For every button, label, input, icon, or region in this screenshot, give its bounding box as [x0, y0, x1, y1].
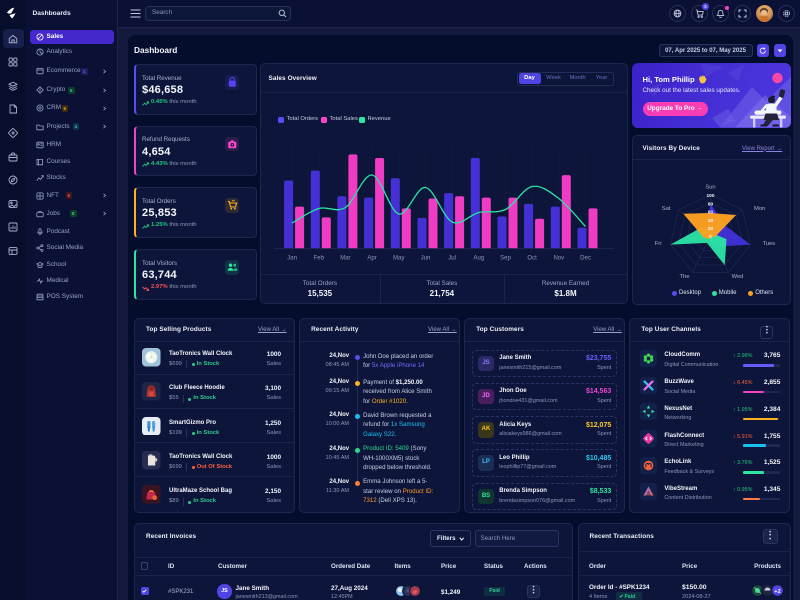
svg-text:40: 40: [707, 218, 713, 224]
svg-text:20: 20: [707, 226, 713, 232]
svg-text:Apr: Apr: [367, 256, 376, 262]
svg-text:Wed: Wed: [731, 274, 743, 280]
svg-text:100: 100: [706, 193, 714, 199]
svg-text:Oct: Oct: [527, 256, 537, 262]
svg-text:+2: +2: [774, 589, 780, 595]
svg-text:Mon: Mon: [754, 206, 765, 212]
svg-text:Sep: Sep: [500, 256, 511, 262]
svg-text:Mar: Mar: [340, 256, 350, 262]
svg-text:Fri: Fri: [654, 241, 661, 247]
svg-text:Feb: Feb: [313, 256, 324, 262]
svg-text:Sat: Sat: [661, 206, 670, 212]
svg-text:Jun: Jun: [420, 256, 430, 262]
svg-text:May: May: [393, 256, 404, 262]
svg-text:80: 80: [707, 201, 713, 207]
svg-text:Jan: Jan: [287, 256, 297, 262]
svg-text:Jul: Jul: [448, 256, 456, 262]
svg-text:0: 0: [709, 234, 712, 240]
svg-text:Nov: Nov: [553, 256, 564, 262]
svg-text:The: The: [679, 274, 689, 280]
svg-text:Sun: Sun: [705, 185, 715, 191]
svg-text:Tues: Tues: [762, 241, 775, 247]
svg-text:60: 60: [707, 210, 713, 216]
svg-text:Aug: Aug: [473, 256, 484, 262]
svg-text:Dec: Dec: [580, 256, 591, 262]
